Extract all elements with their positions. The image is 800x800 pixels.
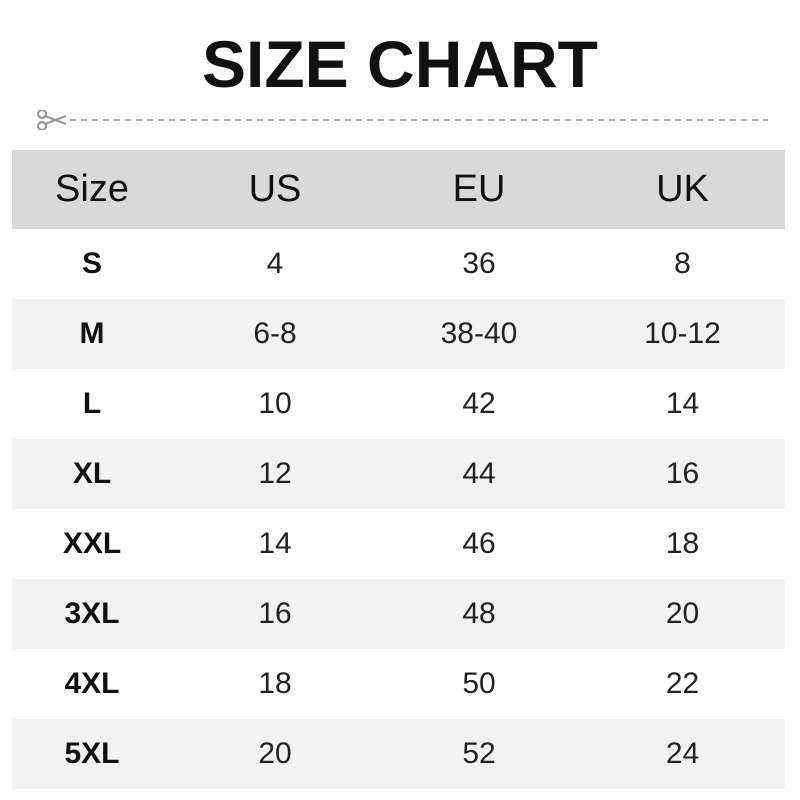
table-row: L 10 42 14 <box>12 369 785 439</box>
cell-uk: 22 <box>665 667 700 700</box>
table-row: 5XL 20 52 24 <box>12 719 785 789</box>
header-eu: EU <box>452 168 506 210</box>
cell-size: XL <box>72 457 112 490</box>
cell-uk: 20 <box>665 597 700 630</box>
table-header-row: Size US EU UK <box>12 150 785 229</box>
scissors-icon <box>36 110 67 130</box>
cell-uk: 18 <box>665 527 700 560</box>
cell-uk: 8 <box>674 247 691 280</box>
cell-us: 14 <box>258 527 292 560</box>
cell-us: 6-8 <box>253 317 297 350</box>
cell-eu: 48 <box>462 597 496 630</box>
cell-us: 20 <box>258 737 292 770</box>
cell-eu: 42 <box>462 387 496 420</box>
cell-size: 3XL <box>64 597 120 630</box>
cell-size: S <box>81 247 102 280</box>
cell-eu: 36 <box>462 247 496 280</box>
cell-size: 4XL <box>64 667 120 700</box>
cell-us: 18 <box>258 667 292 700</box>
cell-uk: 10-12 <box>644 317 721 350</box>
cell-us: 10 <box>258 387 292 420</box>
size-table: Size US EU UK S 4 36 8 M 6-8 38-40 10-12 L 10 42 14… <box>12 150 785 789</box>
cell-size: L <box>82 387 102 420</box>
cell-uk: 16 <box>665 457 700 490</box>
cell-eu: 52 <box>462 737 496 770</box>
table-row: XL 12 44 16 <box>12 439 785 509</box>
table-row: M 6-8 38-40 10-12 <box>12 299 785 369</box>
cell-uk: 14 <box>665 387 700 420</box>
cell-eu: 38-40 <box>440 317 518 350</box>
cell-eu: 44 <box>462 457 496 490</box>
cell-eu: 50 <box>462 667 496 700</box>
header-uk: UK <box>656 168 709 210</box>
cell-size: XXL <box>62 527 122 560</box>
cell-size: 5XL <box>64 737 120 770</box>
page-title: SIZE CHART <box>202 27 598 101</box>
header-size: Size <box>55 168 129 210</box>
cell-us: 4 <box>266 247 284 280</box>
cell-us: 12 <box>258 457 292 490</box>
cut-line <box>36 110 768 130</box>
cell-eu: 46 <box>462 527 496 560</box>
cell-us: 16 <box>258 597 292 630</box>
table-row: 4XL 18 50 22 <box>12 649 785 719</box>
cell-size: M <box>79 317 105 350</box>
table-row: S 4 36 8 <box>12 229 785 299</box>
table-row: XXL 14 46 18 <box>12 509 785 579</box>
cell-uk: 24 <box>665 737 700 770</box>
header-us: US <box>248 168 302 210</box>
table-row: 3XL 16 48 20 <box>12 579 785 649</box>
